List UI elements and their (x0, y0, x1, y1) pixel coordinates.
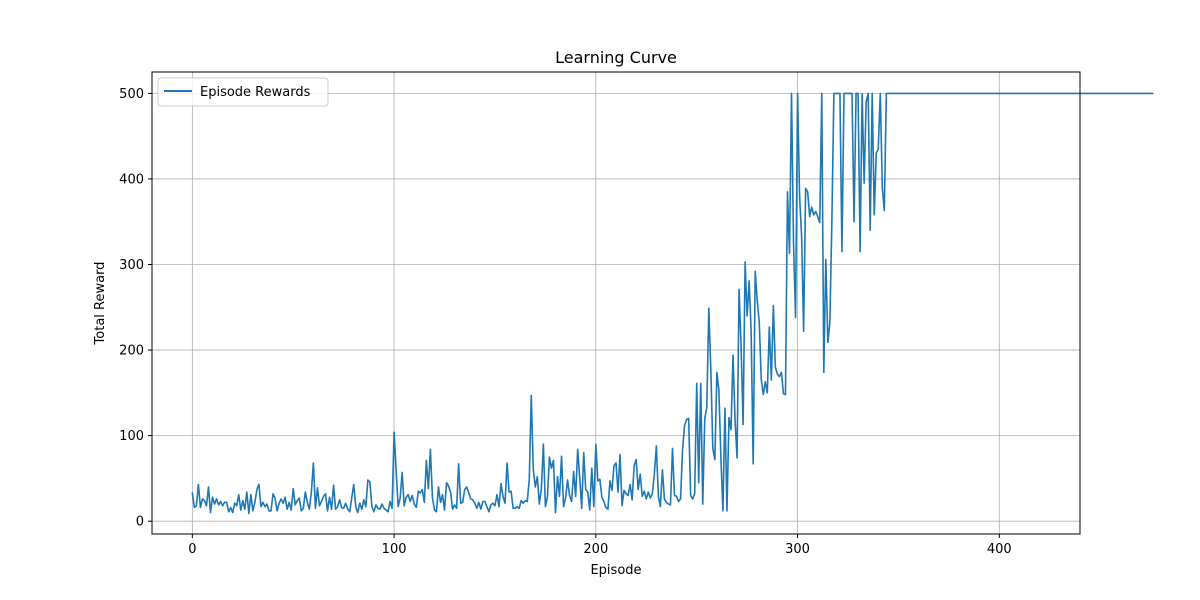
x-tick-label: 300 (785, 542, 810, 557)
chart-title: Learning Curve (555, 48, 677, 67)
y-tick-label: 200 (119, 344, 144, 359)
legend-entry-label: Episode Rewards (200, 85, 311, 100)
axis-ticks: 0 100 200 300 400 0 100 200 300 400 500 (119, 87, 1012, 557)
plot-frame (151, 71, 1081, 535)
y-tick-label: 500 (119, 87, 144, 102)
legend-box (157, 77, 329, 107)
y-tick-label: 300 (119, 258, 144, 273)
x-tick-label: 100 (382, 542, 407, 557)
legend: Episode Rewards (157, 77, 329, 107)
x-tick-label: 400 (987, 542, 1012, 557)
y-axis-label: Total Reward (93, 262, 108, 346)
series-line-episode-rewards (191, 92, 1154, 515)
y-tick-label: 100 (119, 429, 144, 444)
series-layer (191, 92, 1154, 515)
y-tick-label: 400 (119, 172, 144, 187)
x-axis-label: Episode (590, 563, 641, 578)
x-tick-label: 0 (188, 542, 196, 557)
y-tick-label: 0 (136, 515, 144, 530)
x-tick-label: 200 (583, 542, 608, 557)
